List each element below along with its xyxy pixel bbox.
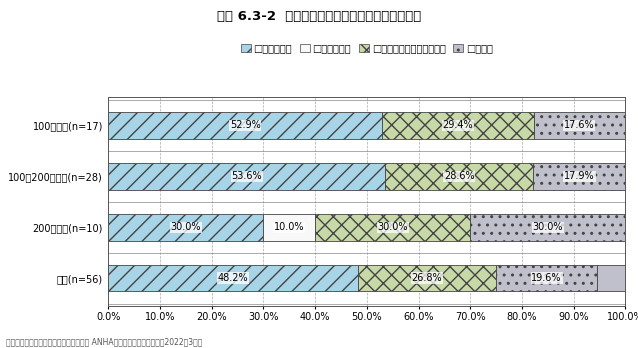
Text: 17.6%: 17.6% — [564, 120, 595, 130]
Bar — [470, 214, 625, 240]
Bar — [315, 214, 470, 240]
Bar — [108, 214, 263, 240]
Text: 30.0%: 30.0% — [533, 222, 563, 232]
Text: 28.6%: 28.6% — [444, 171, 475, 181]
Bar — [534, 112, 625, 139]
Text: 19.6%: 19.6% — [531, 273, 562, 283]
Bar — [108, 265, 357, 292]
Bar — [597, 265, 625, 292]
Bar — [263, 214, 315, 240]
Bar — [385, 163, 533, 190]
Bar — [108, 163, 385, 190]
Text: 10.0%: 10.0% — [274, 222, 304, 232]
Legend: □集中管理型, □個別空調型, □個別空調型と集中管理型, □無回答: □集中管理型, □個別空調型, □個別空調型と集中管理型, □無回答 — [237, 40, 497, 57]
Text: 29.4%: 29.4% — [443, 120, 473, 130]
Bar — [496, 265, 597, 292]
Text: 48.2%: 48.2% — [218, 273, 248, 283]
Text: 30.0%: 30.0% — [171, 222, 201, 232]
Text: 30.0%: 30.0% — [378, 222, 408, 232]
Text: 53.6%: 53.6% — [232, 171, 262, 181]
Text: 26.8%: 26.8% — [412, 273, 442, 283]
Bar — [533, 163, 626, 190]
Text: 引用元：一般社団法人全日本ホテル連盟 ANHAアンケート調査報告書（2022年3月）: 引用元：一般社団法人全日本ホテル連盟 ANHAアンケート調査報告書（2022年3… — [6, 337, 203, 346]
Bar — [357, 265, 496, 292]
Text: 17.9%: 17.9% — [564, 171, 595, 181]
Text: 52.9%: 52.9% — [230, 120, 260, 130]
Bar — [108, 112, 382, 139]
Text: 図表 6.3-2  ホテルの規模別にみた客室の空調設備: 図表 6.3-2 ホテルの規模別にみた客室の空調設備 — [217, 10, 421, 23]
Bar — [382, 112, 534, 139]
